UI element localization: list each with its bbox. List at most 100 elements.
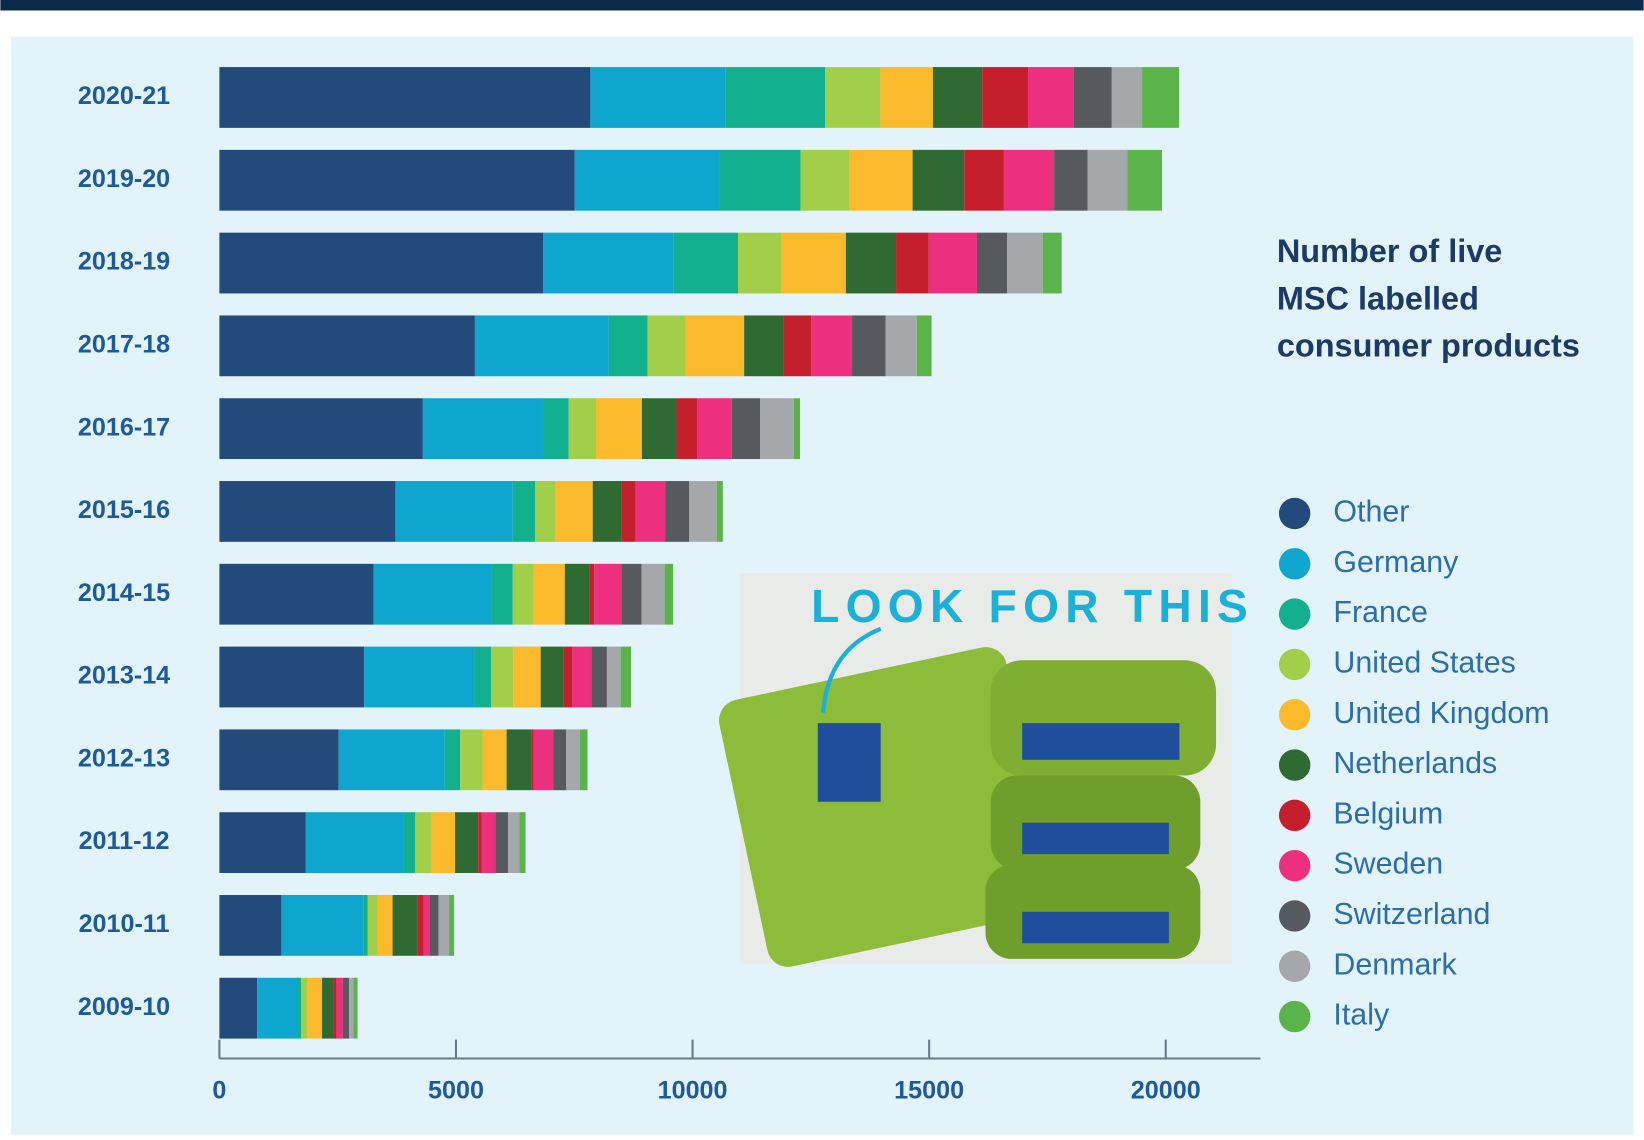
legend-title-line: consumer products [1277, 328, 1580, 364]
bar-segment [219, 398, 423, 460]
bar-segment [589, 563, 595, 625]
bar-segment [647, 315, 686, 377]
bar-segment [305, 812, 404, 873]
y-tick-label: 2011-12 [79, 827, 170, 855]
bar-segment [620, 646, 632, 708]
bar-segment [932, 67, 983, 128]
y-tick-label: 2018-19 [78, 248, 170, 276]
y-tick-label: 2020-21 [78, 82, 170, 110]
y-tick-label: 2012-13 [78, 744, 170, 772]
bar-segment [353, 977, 358, 1039]
bar-segment [342, 977, 350, 1039]
bar-segment [1007, 232, 1043, 294]
bar-segment [553, 729, 567, 791]
bar-segment [219, 646, 365, 708]
bar-segment [219, 563, 374, 625]
top-bar [0, 0, 1644, 11]
legend-label: United Kingdom [1333, 696, 1549, 730]
bar-segment [1087, 149, 1128, 211]
legend-label: Other [1333, 495, 1409, 529]
bar-segment [460, 729, 483, 791]
bar-segment [596, 398, 642, 460]
bar-segment [572, 646, 592, 708]
bar-segment [849, 149, 913, 211]
bar-segment [403, 812, 416, 873]
bar-segment [566, 729, 580, 791]
bar-segment [422, 398, 544, 460]
bar-segment [512, 481, 536, 542]
legend-marker [1278, 598, 1311, 630]
y-tick-label: 2015-16 [78, 496, 170, 524]
y-tick-label: 2013-14 [78, 662, 170, 690]
bar-segment [455, 812, 479, 873]
bar-segment [506, 729, 532, 791]
x-tick-label: 10000 [658, 1077, 728, 1105]
legend-marker [1278, 799, 1311, 832]
bar-segment [976, 232, 1008, 294]
bar-segment [896, 232, 929, 294]
bar-segment [568, 398, 597, 460]
bar-segment [423, 895, 430, 956]
legend-title-line: MSC labelled [1277, 280, 1479, 316]
bar-segment [574, 149, 720, 211]
bar-segment [219, 977, 258, 1039]
bar-segment [673, 232, 738, 294]
bar-segment [664, 563, 674, 625]
bar-segment [533, 729, 554, 791]
photo-caption: LOOK FOR THIS [811, 580, 1254, 632]
bar-segment [513, 646, 541, 708]
bar-segment [579, 729, 588, 791]
bar-segment [1054, 149, 1088, 211]
bar-segment [478, 812, 482, 873]
bar-segment [641, 563, 665, 625]
bar-segment [964, 149, 1004, 211]
bar-segment [1028, 67, 1074, 128]
bar-segment [825, 67, 881, 128]
bar-segment [543, 232, 674, 294]
bar-segment [800, 149, 850, 211]
legend-marker [1278, 648, 1311, 681]
bar-segment [594, 563, 622, 625]
bar-segment [490, 646, 514, 708]
bar-segment [301, 977, 308, 1039]
y-tick-label: 2009-10 [78, 993, 170, 1021]
bar-segment [349, 977, 354, 1039]
bar-segment [916, 315, 932, 377]
bar-segment [281, 895, 364, 956]
bar-segment [219, 895, 282, 956]
bar-segment [395, 481, 513, 542]
bar-segment [392, 895, 418, 956]
y-tick-label: 2010-11 [79, 910, 170, 938]
bar-segment [363, 895, 368, 956]
bar-segment [1142, 67, 1179, 128]
x-tick-label: 20000 [1131, 1077, 1201, 1105]
bar-segment [444, 729, 461, 791]
bar-segment [482, 729, 507, 791]
legend-marker [1278, 749, 1311, 781]
legend-marker [1278, 849, 1311, 882]
bar-segment [689, 481, 717, 542]
bar-segment [540, 646, 564, 708]
bar-segment [533, 563, 565, 625]
bar-segment [781, 232, 846, 294]
bar-segment [481, 812, 496, 873]
legend-marker [1278, 699, 1311, 731]
legend-title: Number of live MSC labelled consumer produ… [1277, 233, 1580, 363]
bar-segment [621, 563, 642, 625]
legend-marker [1278, 1000, 1311, 1033]
bar-segment [373, 563, 492, 625]
bar-segment [219, 232, 544, 294]
bar-segment [697, 398, 732, 460]
bar-segment [367, 895, 378, 956]
legend-marker [1278, 950, 1311, 982]
bar-segment [219, 315, 475, 377]
bar-segment [495, 812, 509, 873]
legend-label: Italy [1333, 998, 1390, 1032]
bar-segment [307, 977, 323, 1039]
bar-segment [377, 895, 393, 956]
bar-segment [563, 646, 573, 708]
bar-segment [1127, 149, 1162, 211]
bar-segment [336, 977, 343, 1039]
